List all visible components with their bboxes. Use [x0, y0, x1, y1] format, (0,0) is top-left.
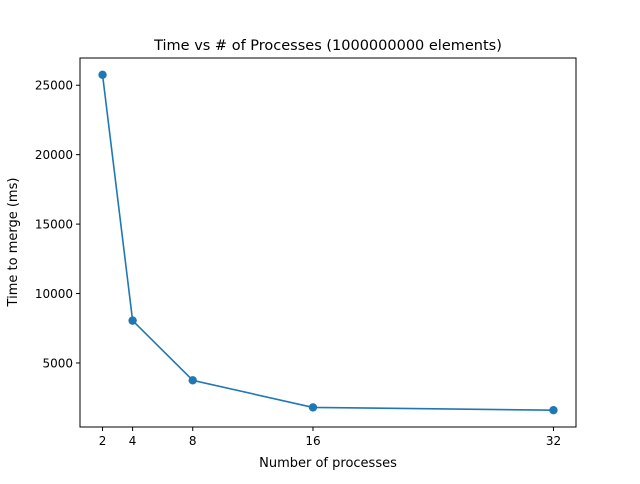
x-tick-label: 32 — [546, 434, 561, 448]
x-tick-label: 2 — [99, 434, 107, 448]
x-tick-label: 8 — [189, 434, 197, 448]
axis-ticks: 2 4 8 16 32 5000 10000 15000 20000 25000 — [35, 79, 561, 448]
x-axis-label: Number of processes — [259, 456, 397, 471]
series-layer — [98, 70, 558, 415]
x-tick-label: 16 — [305, 434, 320, 448]
x-tick-label: 4 — [129, 434, 137, 448]
y-tick-label: 10000 — [35, 287, 73, 301]
data-point — [549, 405, 558, 415]
chart-title: Time vs # of Processes (1000000000 eleme… — [153, 38, 502, 54]
data-point — [98, 70, 107, 80]
y-tick-label: 20000 — [35, 148, 73, 162]
y-tick-label: 15000 — [35, 218, 73, 232]
data-point — [128, 316, 137, 325]
data-point — [188, 376, 197, 385]
y-tick-label: 25000 — [35, 79, 73, 93]
y-tick-label: 5000 — [42, 356, 73, 370]
data-point — [308, 403, 318, 412]
plot-frame — [79, 57, 577, 428]
y-axis-label: Time to merge (ms) — [6, 178, 21, 308]
